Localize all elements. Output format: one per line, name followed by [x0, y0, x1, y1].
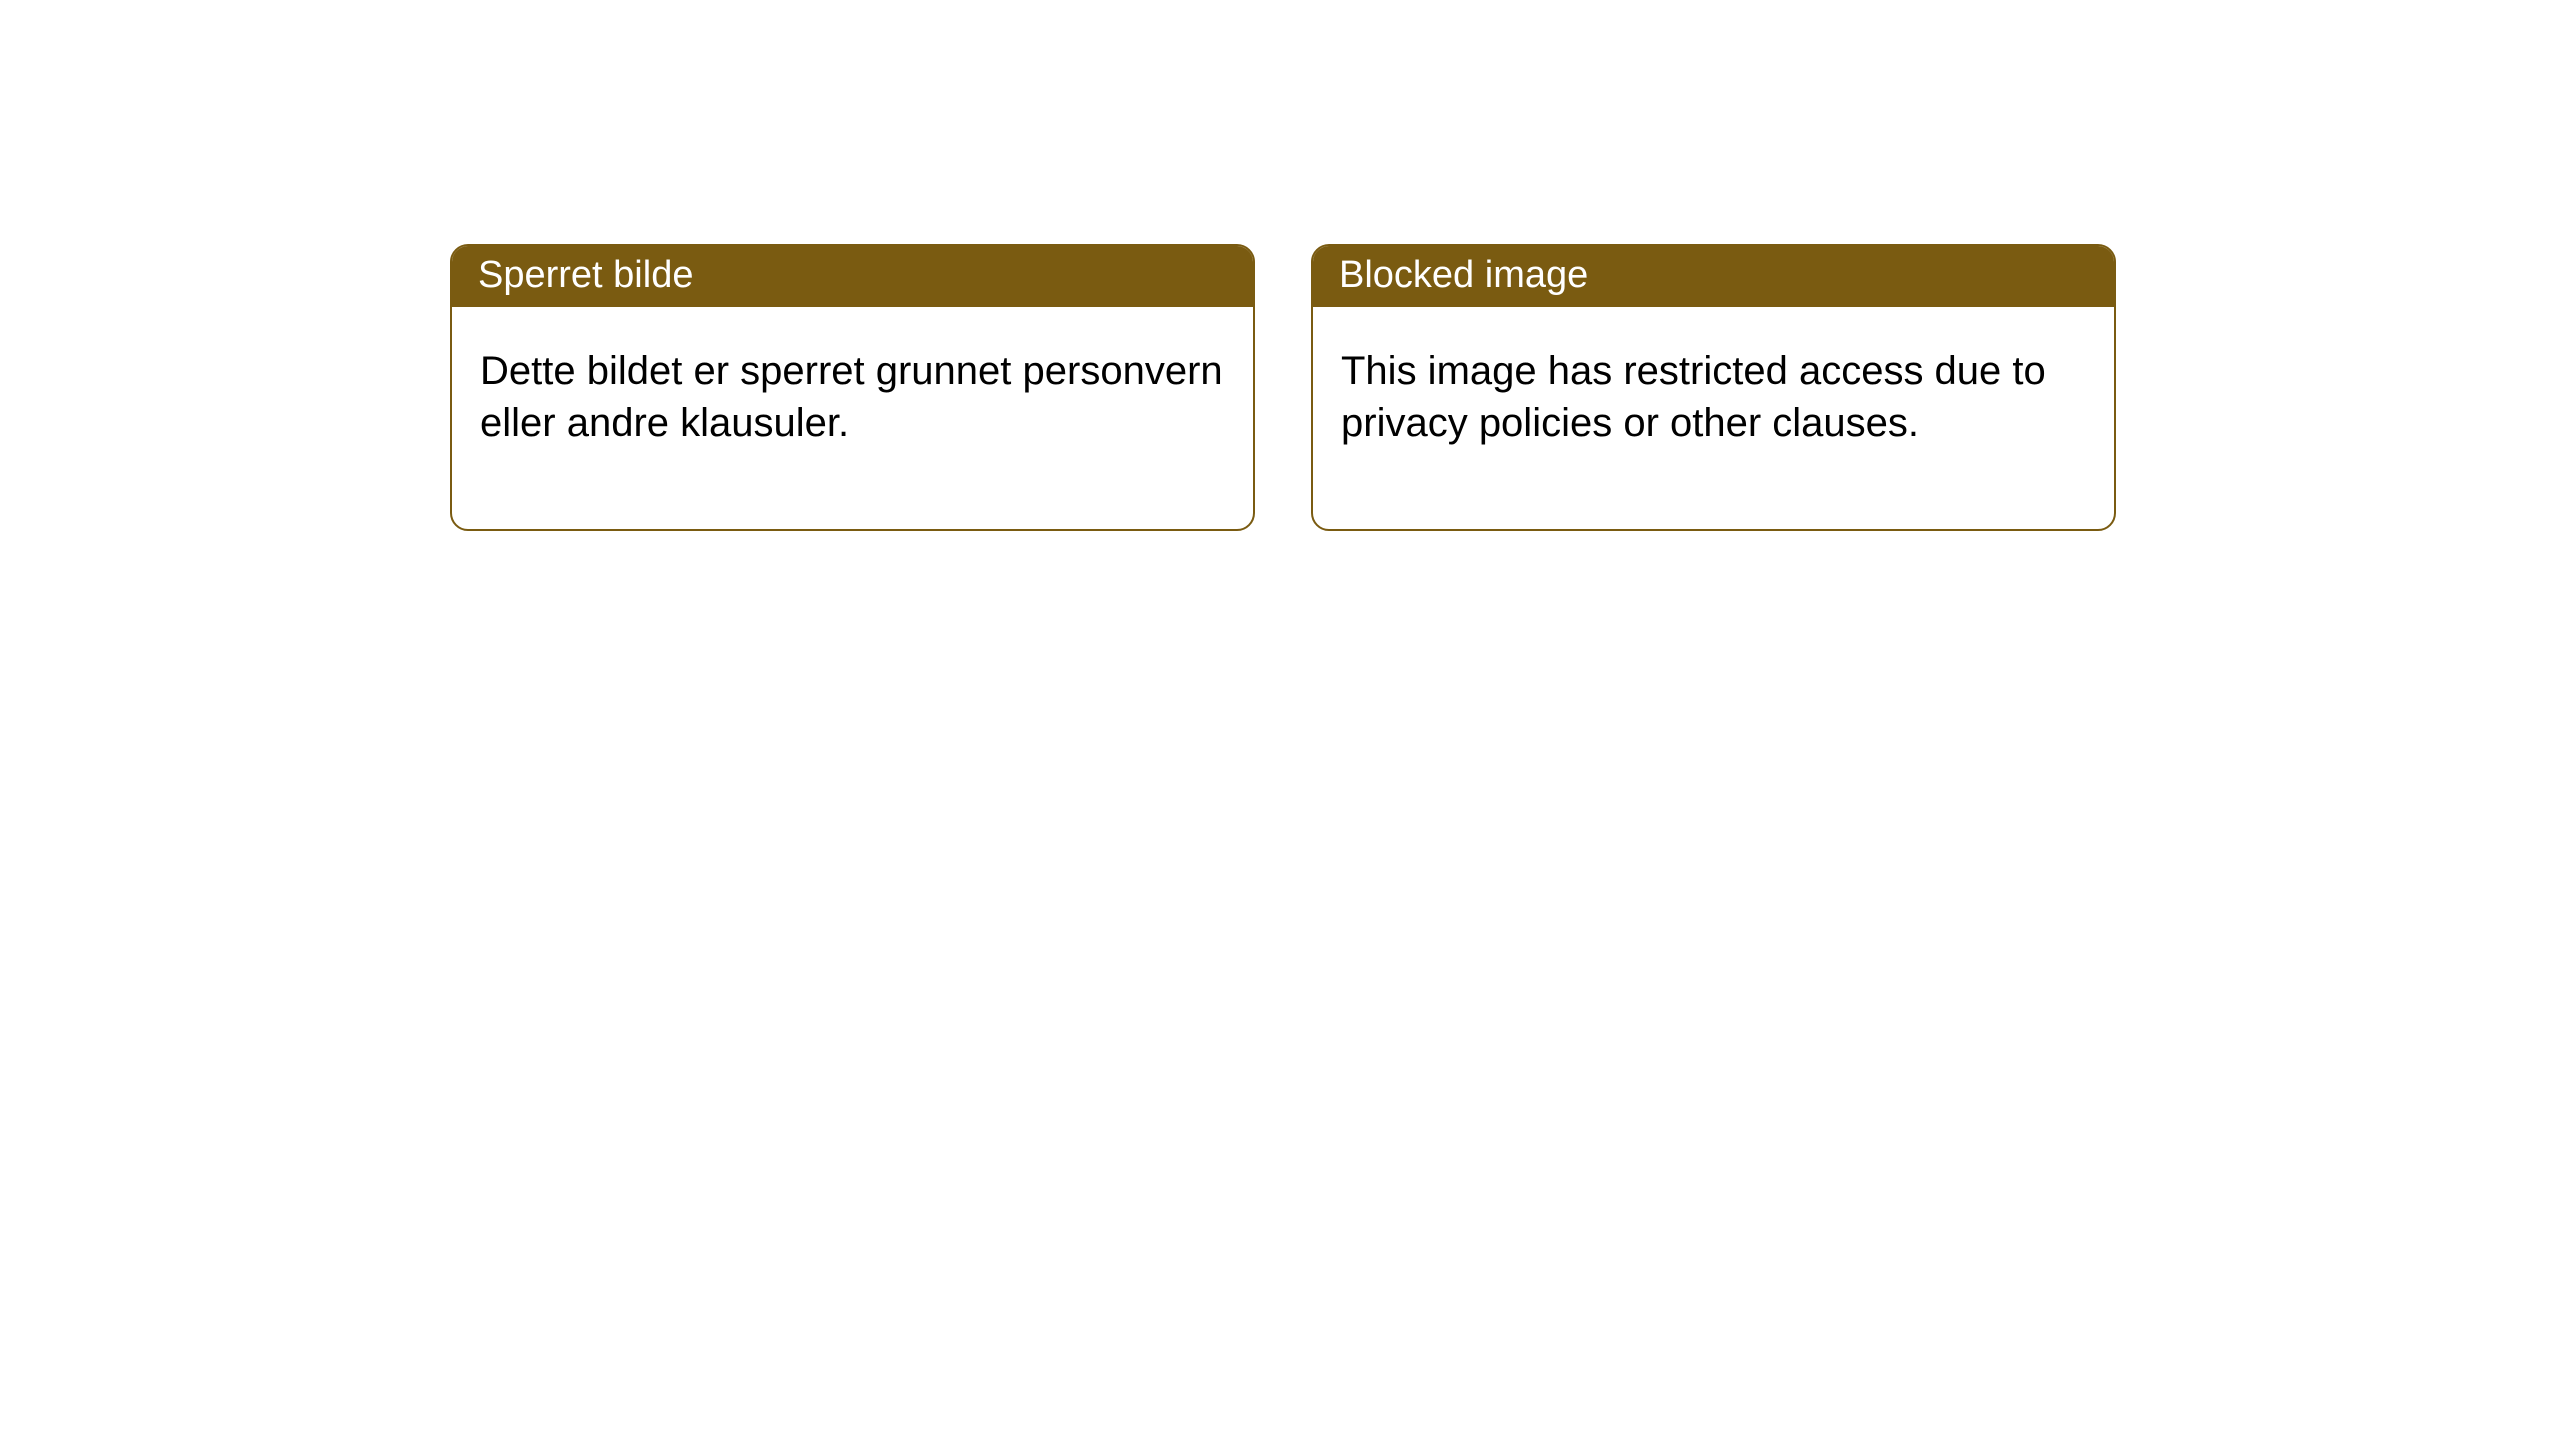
notice-header: Blocked image — [1313, 246, 2114, 307]
notice-container: Sperret bilde Dette bildet er sperret gr… — [0, 0, 2560, 531]
notice-body: Dette bildet er sperret grunnet personve… — [452, 307, 1253, 529]
notice-card-english: Blocked image This image has restricted … — [1311, 244, 2116, 531]
notice-card-norwegian: Sperret bilde Dette bildet er sperret gr… — [450, 244, 1255, 531]
notice-header: Sperret bilde — [452, 246, 1253, 307]
notice-body: This image has restricted access due to … — [1313, 307, 2114, 529]
